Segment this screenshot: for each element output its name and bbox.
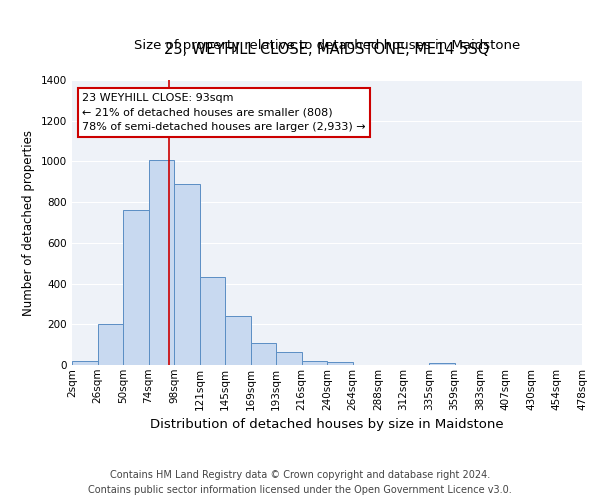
Text: 23 WEYHILL CLOSE: 93sqm
← 21% of detached houses are smaller (808)
78% of semi-d: 23 WEYHILL CLOSE: 93sqm ← 21% of detache… — [82, 93, 366, 132]
Text: Contains HM Land Registry data © Crown copyright and database right 2024.
Contai: Contains HM Land Registry data © Crown c… — [88, 470, 512, 495]
Bar — [225, 316, 251, 365]
X-axis label: Distribution of detached houses by size in Maidstone: Distribution of detached houses by size … — [150, 418, 504, 431]
Bar — [302, 361, 327, 365]
Bar — [174, 184, 199, 365]
Bar — [72, 361, 97, 365]
Bar — [327, 362, 353, 365]
Bar — [276, 352, 302, 365]
Bar — [251, 342, 276, 365]
Bar — [149, 160, 174, 365]
Bar — [97, 324, 123, 365]
Y-axis label: Number of detached properties: Number of detached properties — [22, 130, 35, 316]
Title: Size of property relative to detached houses in Maidstone: Size of property relative to detached ho… — [134, 40, 520, 52]
Bar — [123, 210, 149, 365]
Bar — [429, 363, 455, 365]
Text: 23, WEYHILL CLOSE, MAIDSTONE, ME14 5SQ: 23, WEYHILL CLOSE, MAIDSTONE, ME14 5SQ — [164, 42, 490, 57]
Bar — [199, 278, 225, 365]
